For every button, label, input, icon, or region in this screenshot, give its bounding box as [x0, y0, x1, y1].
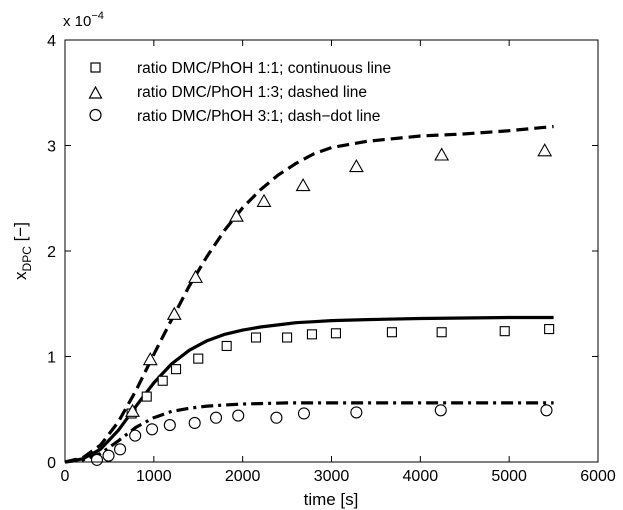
data-point-triangle	[348, 158, 364, 173]
y-tick-label: 4	[47, 33, 56, 50]
data-point-square	[170, 364, 182, 375]
y-tick-label: 0	[47, 455, 56, 472]
y-exponent-power: −4	[91, 10, 104, 22]
data-point-triangle	[125, 403, 140, 417]
data-point-circle	[297, 407, 311, 420]
y-exponent-base: x 10	[63, 13, 91, 30]
data-point-square	[436, 327, 447, 338]
legend-label-3-1: ratio DMC/PhOH 3:1; dash−dot line	[137, 108, 380, 125]
data-point-square	[141, 391, 152, 402]
legend-label-1-3: ratio DMC/PhOH 1:3; dashed line	[137, 84, 367, 101]
y-axis-label-main: x	[11, 271, 30, 280]
data-point-circle	[209, 411, 223, 424]
x-axis-label: time [s]	[304, 490, 359, 509]
x-tick-label: 1000	[136, 468, 172, 485]
legend-triangle-marker	[88, 85, 103, 99]
data-point-circle	[146, 423, 159, 436]
x-tick-label: 4000	[403, 468, 439, 485]
data-point-triangle	[256, 193, 272, 207]
data-point-circle	[102, 449, 115, 462]
data-point-circle	[540, 404, 553, 417]
data-point-circle	[350, 406, 363, 419]
series-triangle	[64, 124, 554, 464]
data-point-square	[157, 375, 168, 386]
x-tick-label: 5000	[491, 468, 527, 485]
data-point-triangle	[188, 269, 204, 283]
data-point-triangle	[142, 352, 158, 366]
data-point-circle	[188, 416, 201, 430]
data-point-square	[193, 353, 204, 364]
y-axis-label-unit: [−]	[11, 222, 30, 246]
data-point-square	[386, 327, 397, 338]
data-point-square	[282, 332, 293, 343]
data-point-square	[306, 329, 318, 340]
data-point-triangle	[295, 177, 311, 192]
data-point-circle	[270, 411, 283, 424]
y-exponent-label: x 10−4	[63, 10, 104, 30]
x-tick-label: 6000	[580, 468, 616, 485]
legend-item-square: ratio DMC/PhOH 1:1; continuous line	[90, 60, 391, 77]
data-point-triangle	[434, 147, 450, 161]
series-layer	[64, 124, 555, 466]
legend-square-marker	[90, 62, 101, 73]
data-point-square	[221, 340, 232, 352]
data-point-square	[499, 326, 510, 337]
data-point-triangle	[229, 208, 244, 222]
data-point-square	[544, 324, 555, 335]
data-point-square	[330, 328, 341, 339]
y-tick-label: 2	[47, 244, 56, 261]
model-line-dashed	[64, 124, 554, 464]
data-point-triangle	[166, 306, 182, 320]
model-line-solid	[64, 315, 554, 464]
y-axis-label: xDPC [−]	[11, 222, 34, 280]
y-tick-label: 1	[47, 350, 56, 367]
x-tick-label: 2000	[225, 468, 261, 485]
x-tick-label: 0	[61, 468, 70, 485]
y-tick-label: 3	[47, 139, 56, 156]
plot-background	[65, 40, 598, 462]
data-point-circle	[232, 409, 245, 422]
legend: ratio DMC/PhOH 1:1; continuous line rati…	[88, 60, 391, 125]
legend-circle-marker	[89, 108, 102, 122]
legend-item-circle: ratio DMC/PhOH 3:1; dash−dot line	[89, 108, 380, 125]
data-point-circle	[163, 419, 176, 432]
y-axis-label-subscript: DPC	[20, 246, 34, 272]
data-point-circle	[129, 429, 142, 442]
legend-item-triangle: ratio DMC/PhOH 1:3; dashed line	[88, 84, 367, 101]
legend-label-1-1: ratio DMC/PhOH 1:1; continuous line	[137, 60, 391, 77]
data-point-circle	[434, 404, 447, 417]
data-point-circle	[114, 443, 127, 456]
data-point-triangle	[537, 143, 553, 157]
data-point-square	[250, 332, 262, 343]
series-circle	[64, 401, 554, 466]
ticks-layer: 0 1000 2000 3000 4000 5000 6000 0 1 2 3 4	[47, 33, 616, 485]
x-tick-label: 3000	[314, 468, 350, 485]
data-point-circle	[90, 453, 104, 466]
